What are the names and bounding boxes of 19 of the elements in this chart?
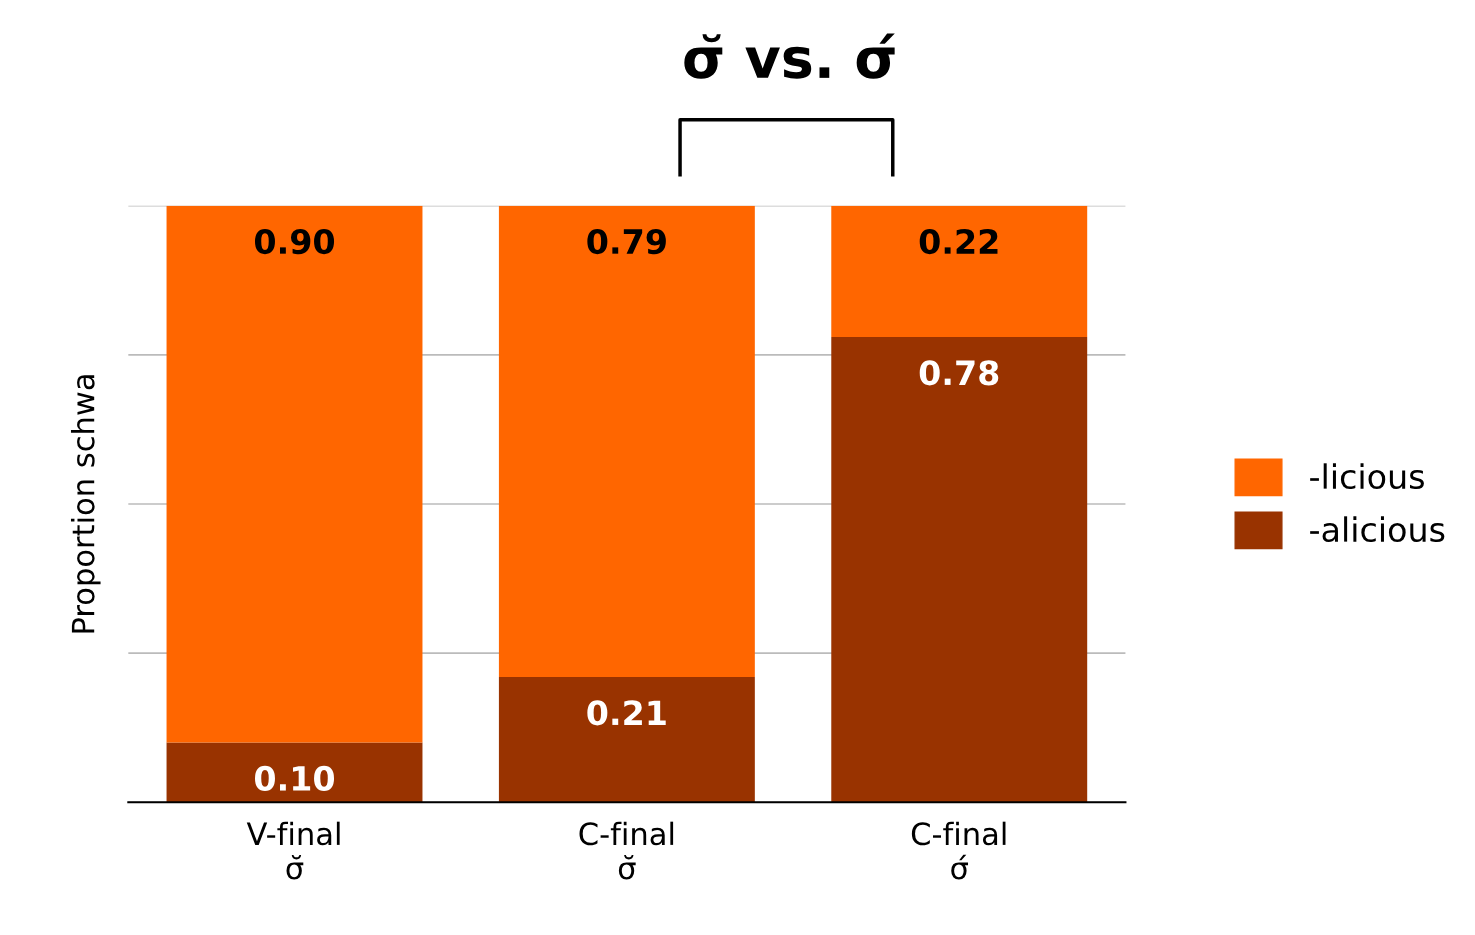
legend-label: -licious — [1310, 463, 1424, 490]
data-label: 0.79 — [587, 228, 666, 255]
data-label: 0.21 — [587, 700, 666, 726]
data-label: 0.90 — [254, 228, 335, 255]
bar — [166, 742, 423, 803]
x-tick-label: V-final σ̆ — [246, 821, 340, 880]
data-label: 0.22 — [919, 228, 998, 255]
bar — [498, 676, 755, 803]
bar — [498, 205, 755, 677]
y-axis-title: Proportion schwa — [70, 375, 101, 633]
x-tick-label: C-final σ́ — [911, 821, 1006, 880]
data-label: 0.10 — [254, 765, 335, 792]
bar — [831, 205, 1088, 337]
x-tick-label: C-final σ̆ — [579, 821, 674, 880]
legend-label: -alicious — [1310, 516, 1445, 543]
bar — [831, 336, 1088, 803]
bar — [166, 205, 423, 743]
chart-title: σ̆ vs. σ́ — [684, 33, 895, 79]
data-label: 0.78 — [919, 360, 999, 386]
